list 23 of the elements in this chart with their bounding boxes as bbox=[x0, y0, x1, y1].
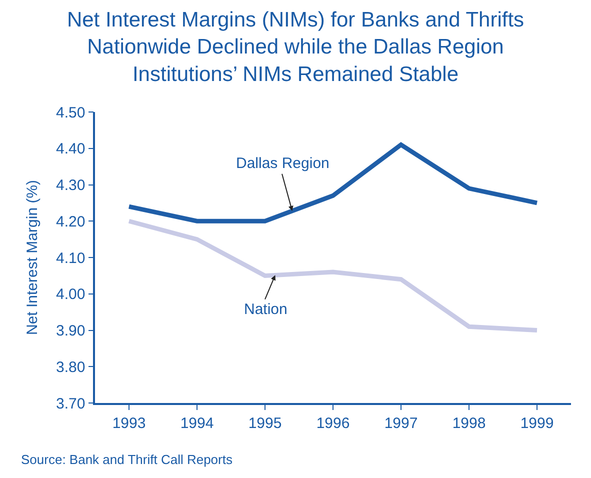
y-axis-title: Net Interest Margin (%) bbox=[24, 180, 41, 336]
y-tick-label: 4.50 bbox=[56, 104, 86, 122]
y-tick-label: 4.30 bbox=[56, 177, 86, 194]
x-tick-label: 1995 bbox=[248, 414, 282, 432]
x-tick-label: 1994 bbox=[180, 414, 214, 432]
line-series bbox=[126, 142, 540, 224]
x-tick-label: 1993 bbox=[112, 414, 146, 432]
x-tick-label: 1996 bbox=[316, 414, 350, 432]
x-tick-label: 1999 bbox=[520, 414, 554, 432]
x-tick-label: 1997 bbox=[384, 414, 418, 432]
series-label: Dallas Region bbox=[236, 155, 330, 172]
y-tick-label: 3.80 bbox=[56, 358, 86, 376]
line-series bbox=[126, 218, 540, 332]
x-tick-label: 1998 bbox=[452, 414, 486, 432]
series-label: Nation bbox=[244, 301, 288, 318]
chart-title: Net Interest Margins (NIMs) for Banks and Thrifts Nationwide Declined while the Dallas Region Institutions’ NIMs Remained Stable bbox=[66, 8, 524, 86]
y-tick-label: 4.00 bbox=[56, 286, 86, 304]
y-tick-label: 4.20 bbox=[56, 213, 86, 230]
source-note: Source: Bank and Thrift Call Reports bbox=[21, 452, 233, 467]
y-tick-label: 4.40 bbox=[56, 140, 86, 158]
y-tick-label: 3.90 bbox=[56, 322, 86, 340]
y-tick-label: 3.70 bbox=[56, 395, 86, 412]
y-tick-label: 4.10 bbox=[56, 250, 86, 267]
